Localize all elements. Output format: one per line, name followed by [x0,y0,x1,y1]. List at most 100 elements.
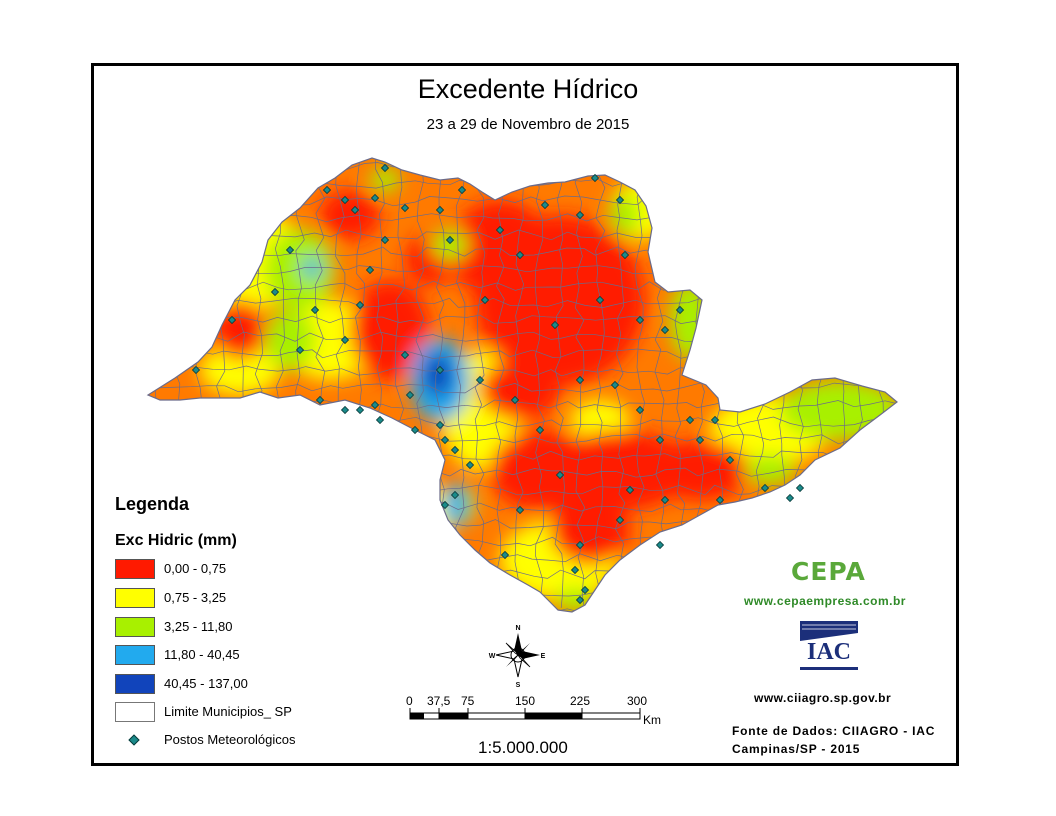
station-marker [495,225,505,235]
station-marker [685,415,695,425]
scale-tick: 0 [406,694,413,708]
station-marker [400,203,410,213]
station-marker [795,483,805,493]
station-marker [310,305,320,315]
station-marker [480,295,490,305]
south-label: S [516,682,521,689]
legend-heading: Legenda [115,494,190,514]
station-marker [405,390,415,400]
station-marker [615,515,625,525]
station-marker [380,235,390,245]
source-line-1: Fonte de Dados: CIIAGRO - IAC [732,724,936,738]
station-marker [380,163,390,173]
station-marker [450,445,460,455]
station-marker [227,315,237,325]
station-marker [440,435,450,445]
iac-logo-text: IAC [807,639,851,665]
station-marker [285,245,295,255]
station-marker [575,540,585,550]
station-marker [695,435,705,445]
station-marker [350,205,360,215]
scale-tick: 150 [515,694,536,708]
station-marker [760,483,770,493]
north-label: N [515,625,520,632]
station-marker [655,435,665,445]
station-marker [370,400,380,410]
station-marker [457,185,467,195]
station-marker [575,375,585,385]
station-marker [555,470,565,480]
legend-label: 40,45 - 137,00 [164,676,248,691]
station-marker [570,565,580,575]
station-marker [370,193,380,203]
station-marker [660,495,670,505]
station-marker [590,173,600,183]
station-marker [580,585,590,595]
station-marker [450,490,460,500]
station-marker [340,335,350,345]
station-marker [710,415,720,425]
station-marker [660,325,670,335]
station-marker [620,250,630,260]
legend-swatch [115,559,155,579]
station-marker [575,595,585,605]
weather-stations [191,163,805,605]
station-marker [515,250,525,260]
north-arrow-icon: N S E W [489,625,546,689]
station-marker [635,315,645,325]
west-label: W [489,653,496,660]
station-marker [295,345,305,355]
station-marker [410,425,420,435]
station-marker [340,405,350,415]
station-marker [475,375,485,385]
station-marker [435,365,445,375]
station-marker [595,295,605,305]
cepa-url: www.cepaempresa.com.br [744,594,906,608]
station-marker [322,185,332,195]
station-marker [191,365,201,375]
scale-ratio: 1:5.000.000 [478,738,568,757]
map-title: Excedente Hídrico [417,74,639,104]
legend-swatch [115,674,155,694]
source-line-2: Campinas/SP - 2015 [732,742,861,756]
iac-logo: IAC [800,621,858,670]
station-marker [655,540,665,550]
scale-bar [409,708,641,720]
station-marker [445,235,455,245]
station-marker [465,460,475,470]
east-label: E [541,653,546,660]
scale-tick: 300 [627,694,648,708]
station-marker [510,395,520,405]
station-marker [515,505,525,515]
station-marker [635,405,645,415]
iac-url: www.ciiagro.sp.gov.br [754,691,892,705]
scale-tick: 75 [461,694,475,708]
station-marker [375,415,385,425]
cepa-logo: CEPA [791,556,866,588]
station-marker [340,195,350,205]
station-marker [575,210,585,220]
map-subtitle: 23 a 29 de Novembro de 2015 [426,116,630,133]
station-marker [440,500,450,510]
station-marker [500,550,510,560]
station-marker [435,205,445,215]
station-marker [355,300,365,310]
legend-label: 11,80 - 40,45 [164,647,240,662]
legend-label: 3,25 - 11,80 [164,619,233,634]
legend-swatch [115,617,155,637]
legend-label: Limite Municipios_ SP [164,704,292,719]
legend-label: Postos Meteorológicos [164,732,296,747]
legend-label: 0,00 - 0,75 [164,561,227,576]
station-marker [625,485,635,495]
station-marker [365,265,375,275]
station-marker [615,195,625,205]
legend-swatch [115,645,155,665]
legend-label: 0,75 - 3,25 [164,590,227,605]
map-frame [91,63,959,766]
station-marker [610,380,620,390]
legend-subtitle: Exc Hidric (mm) [115,532,237,549]
station-marker [535,425,545,435]
legend-swatch [115,588,155,608]
station-marker [355,405,365,415]
